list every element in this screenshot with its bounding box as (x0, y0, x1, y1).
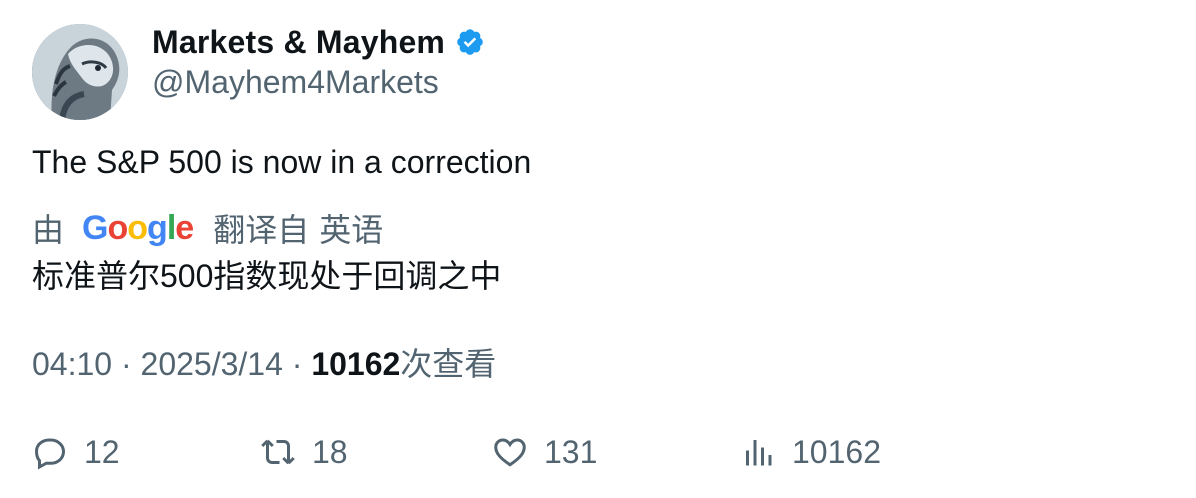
google-logo-letter: g (147, 208, 168, 247)
google-logo-letter: o (127, 208, 148, 247)
like-button[interactable]: 131 (492, 430, 597, 474)
author-name-row: Markets & Mayhem (152, 22, 485, 62)
verified-badge-icon[interactable] (455, 27, 485, 57)
tweet-time[interactable]: 04:10 (32, 346, 113, 382)
meta-separator: · (291, 346, 303, 382)
google-logo-letter: o (107, 208, 128, 247)
avatar[interactable] (32, 24, 128, 120)
retweet-count: 18 (312, 433, 348, 470)
views-count: 10162 (311, 346, 401, 382)
views-count-action: 10162 (792, 433, 881, 470)
analytics-icon (746, 440, 772, 466)
source-language: 英语 (319, 212, 384, 248)
reply-button[interactable]: 12 (32, 430, 120, 474)
heart-icon (494, 438, 526, 467)
translated-tweet-text: 标准普尔500指数现处于回调之中 (32, 258, 502, 294)
google-logo-letter: l (166, 208, 177, 247)
author-handle[interactable]: @Mayhem4Markets (152, 64, 439, 100)
retweet-button[interactable]: 18 (260, 430, 348, 474)
tweet-date[interactable]: 2025/3/14 (140, 346, 283, 382)
reply-icon (34, 438, 66, 470)
translation-attribution: 由 G o o g l e 翻译自 英语 (32, 206, 383, 250)
tweet-actions: 12 18 131 10162 (32, 430, 932, 474)
tweet-text: The S&P 500 is now in a correction (32, 144, 532, 180)
tweet-meta: 04:10 · 2025/3/14 · 10162次查看 (32, 344, 496, 384)
retweet-icon (261, 439, 295, 465)
google-logo-letter: G (82, 208, 108, 247)
author-display-name[interactable]: Markets & Mayhem (152, 23, 446, 60)
views-label: 次查看 (400, 346, 497, 382)
like-count: 131 (544, 433, 598, 470)
robot-head-avatar-image (32, 24, 128, 120)
translated-by-label: 由 (32, 212, 65, 248)
meta-separator: · (120, 346, 132, 382)
translated-from-label: 翻译自 (213, 212, 310, 248)
views-button[interactable]: 10162 (740, 430, 881, 474)
google-logo-letter: e (175, 208, 194, 247)
google-logo[interactable]: G o o g l e (82, 208, 194, 248)
reply-count: 12 (84, 433, 120, 470)
